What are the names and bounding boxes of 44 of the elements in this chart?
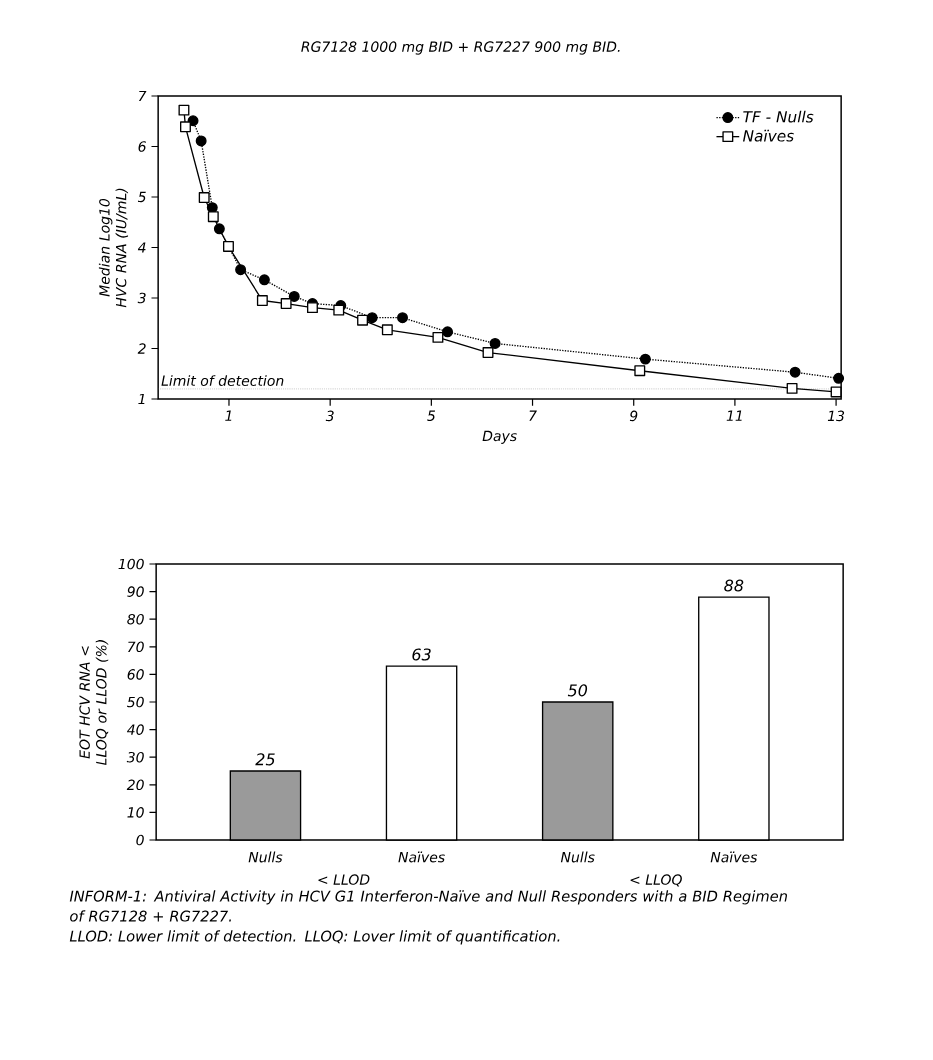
y-tick-label: 60	[127, 669, 144, 680]
y-tick-label: 4	[137, 242, 146, 253]
y-tick-label: 80	[127, 613, 144, 625]
y-tick-label: 6	[138, 141, 146, 152]
x-tick-label: 3	[325, 410, 334, 422]
x-tick-label: 5	[427, 410, 435, 421]
y-tick-label: 90	[127, 586, 144, 597]
legend-label: Naïves	[742, 129, 794, 142]
text: < LLOQ	[630, 874, 682, 887]
y-tick-label: 30	[126, 751, 144, 763]
x-axis-title: Days	[482, 430, 517, 444]
y-tick-label: 1	[138, 393, 145, 405]
data-label: 88	[724, 579, 744, 592]
text: INFORM-1: Antiviral Activity in HCV G1 Interferon-Naïve and Null Responders with a BID Regimen of RG7128 + RG7227.	[69, 890, 787, 922]
y-tick-label: 40	[126, 724, 144, 735]
y-axis-title: EOT HCV RNA < LLOQ or LLOD (%)	[79, 640, 109, 765]
x-tick-label: Naïves	[710, 851, 758, 863]
data-label: 50	[567, 684, 588, 697]
y-tick-label: 100	[118, 558, 144, 570]
x-tick-label: 9	[629, 410, 638, 422]
x-tick-label: 1	[225, 410, 232, 421]
data-label: 63	[412, 648, 431, 661]
y-tick-label: 5	[137, 191, 146, 203]
x-tick-label: Nulls	[560, 851, 595, 863]
y-tick-label: 50	[126, 696, 144, 708]
x-tick-label: Nulls	[248, 851, 283, 863]
x-tick-label: 11	[726, 410, 742, 421]
y-tick-label: 7	[138, 90, 147, 102]
text: < LLOD	[318, 874, 370, 885]
x-tick-label: 7	[529, 410, 537, 421]
y-tick-label: 2	[137, 343, 146, 354]
y-tick-label: 20	[126, 779, 144, 791]
legend-label: TF - Nulls	[743, 110, 814, 123]
chart-title: RG7128 1000 mg BID + RG7227 900 mg BID.	[301, 41, 620, 55]
text: LLOD: Lower limit of detection. LLOQ: Lover limit of quantification.	[69, 930, 560, 945]
y-tick-label: 0	[136, 834, 144, 846]
ref-line-label: Limit of detection	[161, 375, 284, 386]
data-label: 25	[255, 753, 275, 766]
y-tick-label: 3	[137, 292, 146, 304]
x-tick-label: 13	[827, 410, 845, 422]
y-axis-title: Median Log10 HVC RNA (IU/mL)	[98, 188, 128, 308]
y-tick-label: 10	[127, 807, 144, 818]
y-tick-label: 70	[127, 641, 144, 653]
x-tick-label: Naïves	[398, 851, 445, 863]
